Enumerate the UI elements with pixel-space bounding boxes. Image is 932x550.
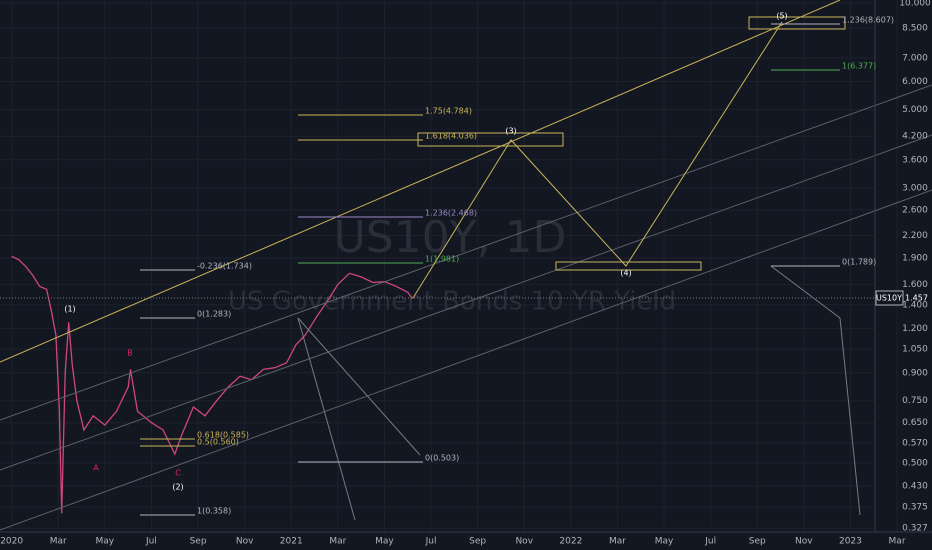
x-tick-label: Sep: [749, 537, 766, 547]
x-tick-label: 2020: [0, 537, 23, 547]
symbol-label: US10Y: [876, 294, 902, 303]
fib-label: 1.236(8.607): [842, 16, 894, 25]
y-tick-label: 0.327: [902, 524, 928, 534]
y-tick-label: 10.000: [899, 0, 931, 9]
y-tick-label: 0.900: [902, 368, 928, 378]
last-value-label: 1.457: [905, 294, 928, 303]
fib-label: 0(1.283): [197, 310, 231, 319]
drawings: [0, 0, 932, 531]
x-tick-label: 2022: [559, 537, 582, 547]
x-tick-label: 2021: [280, 537, 303, 547]
channel-line: [0, 189, 932, 531]
y-tick-label: 1.600: [902, 280, 928, 290]
y-tick-label: 4.200: [902, 132, 928, 142]
fib-label: 0.5(0.560): [197, 438, 239, 447]
y-tick-label: 1.200: [902, 324, 928, 334]
symbol-box: [875, 290, 904, 306]
trend-line: [297, 317, 356, 521]
wave-label: (1): [64, 305, 75, 314]
x-tick-label: Sep: [190, 537, 207, 547]
y-tick-label: 2.200: [902, 231, 928, 241]
wave-label: (3): [505, 127, 516, 136]
fib-label: 1(0.358): [197, 507, 231, 516]
channel-line: [0, 84, 932, 421]
fib-label: 0(0.503): [425, 454, 459, 463]
fib-label: 0.618(0.585): [197, 431, 249, 440]
y-tick-label: 0.650: [902, 418, 928, 428]
fib-label: 1(6.377): [842, 62, 876, 71]
x-tick-label: Nov: [795, 537, 813, 547]
y-tick-label: 3.000: [902, 183, 928, 193]
x-tick-label: Jul: [145, 537, 157, 547]
y-tick-label: 0.750: [902, 396, 928, 406]
x-tick-label: Mar: [329, 537, 346, 547]
x-tick-label: Mar: [889, 537, 906, 547]
fib-label: 0(1.789): [842, 258, 876, 267]
y-tick-label: 7.000: [902, 53, 928, 63]
fib-label: 1.75(4.784): [425, 107, 472, 116]
wave-label: A: [93, 464, 99, 473]
wave-label: (5): [776, 12, 787, 21]
wave-label: (4): [620, 269, 631, 278]
y-tick-label: 0.500: [902, 458, 928, 468]
y-tick-label: 3.600: [902, 155, 928, 165]
channel-line: [0, 0, 841, 363]
y-tick-label: 8.500: [902, 23, 928, 33]
watermark-name: US Government Bonds 10 YR Yield: [228, 287, 676, 317]
x-tick-label: 2023: [839, 537, 862, 547]
x-tick-label: May: [96, 537, 115, 547]
y-tick-label: 2.600: [902, 205, 928, 215]
y-tick-label: 6.000: [902, 77, 928, 87]
target-box: [555, 261, 702, 271]
y-tick-label: 0.375: [902, 503, 928, 513]
x-tick-label: May: [655, 537, 674, 547]
wave-path: [412, 21, 783, 299]
price-line: [11, 255, 413, 514]
trend-line: [839, 317, 861, 516]
x-tick-label: Nov: [236, 537, 254, 547]
x-tick-label: May: [375, 537, 394, 547]
channel-line: [0, 134, 932, 471]
x-tick-label: Jul: [425, 537, 437, 547]
wave-label: C: [175, 469, 181, 478]
x-tick-label: Mar: [609, 537, 626, 547]
x-tick-label: Sep: [469, 537, 486, 547]
y-tick-label: 0.570: [902, 438, 928, 448]
x-tick-label: Jul: [704, 537, 716, 547]
target-box: [748, 16, 846, 30]
y-tick-label: 0.430: [902, 482, 928, 492]
y-tick-label: 5.000: [902, 105, 928, 115]
wave-label: B: [127, 349, 133, 358]
y-tick-label: 1.900: [902, 254, 928, 264]
y-tick-label: 1.400: [902, 300, 928, 310]
x-tick-label: Mar: [50, 537, 67, 547]
x-tick-label: Nov: [515, 537, 533, 547]
fib-label: 1.618(4.036): [425, 132, 477, 141]
trend-line: [770, 265, 841, 319]
trend-line: [297, 317, 421, 456]
fib-label: 1.236(2.468): [425, 209, 477, 218]
fib-label: 1(1.981): [425, 255, 459, 264]
wave-label: (2): [172, 483, 183, 492]
y-tick-label: 1.050: [902, 345, 928, 355]
fib-label: -0.236(1.734): [197, 262, 252, 271]
